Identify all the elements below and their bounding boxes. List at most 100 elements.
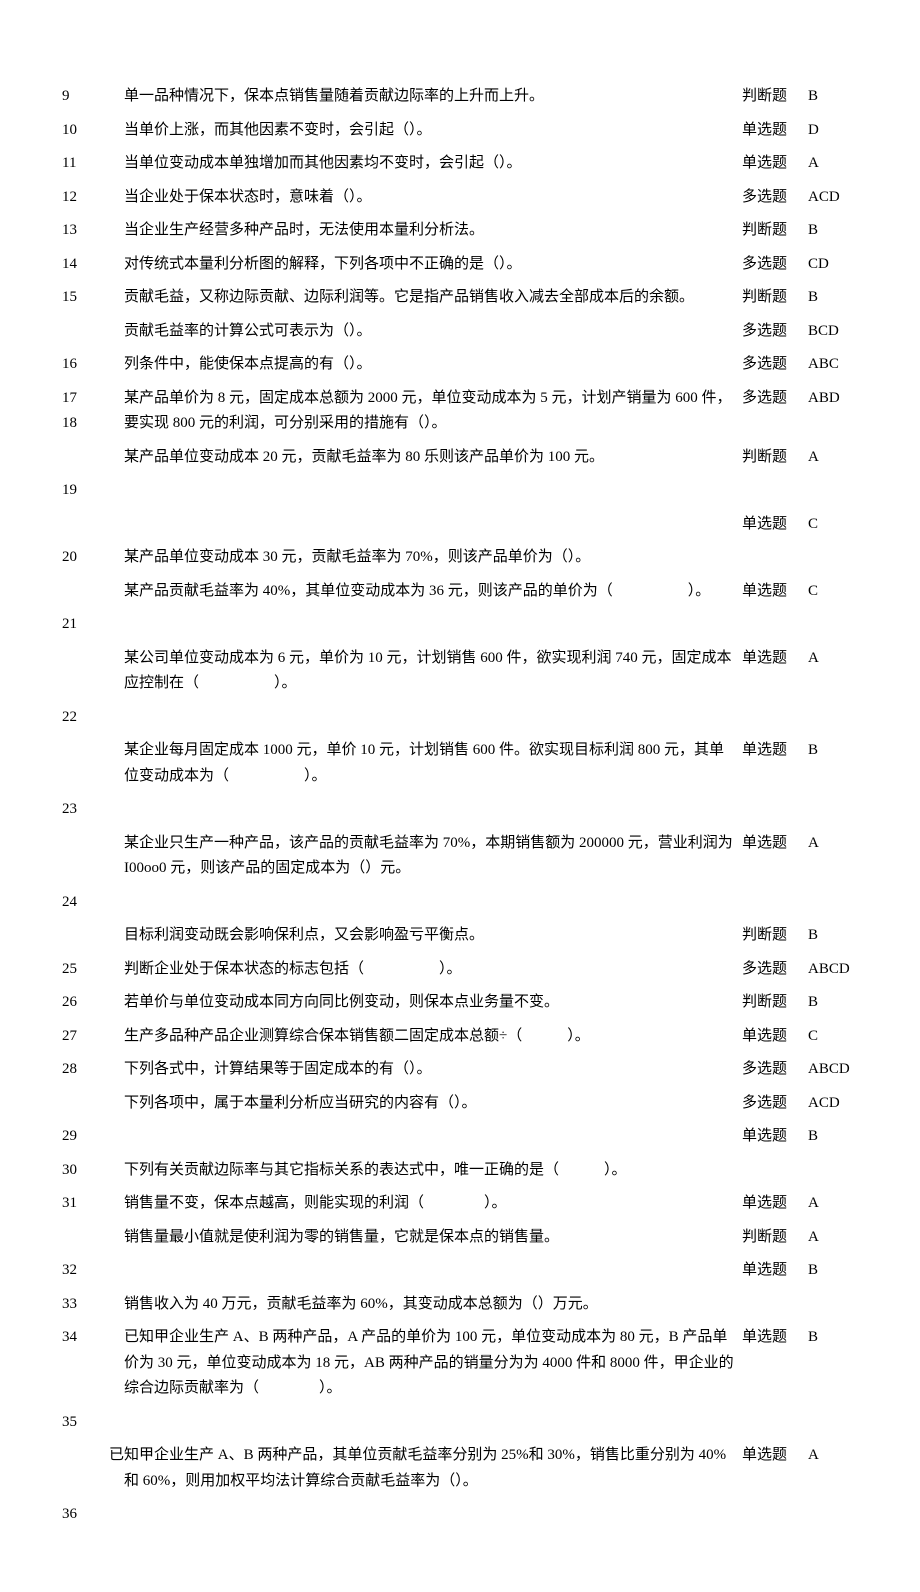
question-text xyxy=(122,474,740,508)
row-number xyxy=(60,575,122,609)
table-row: 24 xyxy=(60,886,860,920)
question-text: 某产品贡献毛益率为 40%，其单位变动成本为 36 元，则该产品的单价为（ ）。 xyxy=(122,575,740,609)
question-text: 某公司单位变动成本为 6 元，单价为 10 元，计划销售 600 件，欲实现利润… xyxy=(122,642,740,701)
question-text: 对传统式本量利分析图的解释，下列各项中不正确的是（）。 xyxy=(122,248,740,282)
table-row: 22 xyxy=(60,701,860,735)
answer xyxy=(806,886,860,920)
answer: B xyxy=(806,734,860,793)
question-type xyxy=(740,1498,806,1532)
question-type: 多选题 xyxy=(740,181,806,215)
answer: B xyxy=(806,80,860,114)
question-type: 单选题 xyxy=(740,1439,806,1498)
row-number: 19 xyxy=(60,474,122,508)
question-text xyxy=(122,508,740,542)
table-row: 某产品贡献毛益率为 40%，其单位变动成本为 36 元，则该产品的单价为（ ）。… xyxy=(60,575,860,609)
answer: C xyxy=(806,1020,860,1054)
answer xyxy=(806,608,860,642)
question-type: 多选题 xyxy=(740,348,806,382)
answer: A xyxy=(806,1221,860,1255)
table-row: 19 xyxy=(60,474,860,508)
question-type: 判断题 xyxy=(740,986,806,1020)
answer xyxy=(806,793,860,827)
question-text xyxy=(122,608,740,642)
row-number: 15 xyxy=(60,281,122,315)
question-type: 判断题 xyxy=(740,441,806,475)
table-row: 28下列各式中，计算结果等于固定成本的有（）。多选题ABCD xyxy=(60,1053,860,1087)
answer: A xyxy=(806,1187,860,1221)
question-text: 单一品种情况下，保本点销售量随着贡献边际率的上升而上升。 xyxy=(122,80,740,114)
answer: ACD xyxy=(806,1087,860,1121)
question-text xyxy=(122,1254,740,1288)
question-text: 已知甲企业生产 A、B 两种产品，其单位贡献毛益率分别为 25%和 30%，销售… xyxy=(122,1439,740,1498)
question-text xyxy=(122,1498,740,1532)
question-type: 判断题 xyxy=(740,281,806,315)
answer: A xyxy=(806,1439,860,1498)
question-text: 当企业生产经营多种产品时，无法使用本量利分析法。 xyxy=(122,214,740,248)
row-number: 9 xyxy=(60,80,122,114)
table-row: 单选题C xyxy=(60,508,860,542)
answer: B xyxy=(806,1321,860,1406)
row-number: 32 xyxy=(60,1254,122,1288)
answer: CD xyxy=(806,248,860,282)
table-row: 34已知甲企业生产 A、B 两种产品，A 产品的单价为 100 元，单位变动成本… xyxy=(60,1321,860,1406)
table-row: 35 xyxy=(60,1406,860,1440)
table-row: 销售量最小值就是使利润为零的销售量，它就是保本点的销售量。判断题A xyxy=(60,1221,860,1255)
question-type: 判断题 xyxy=(740,80,806,114)
question-type: 单选题 xyxy=(740,827,806,886)
row-number: 23 xyxy=(60,793,122,827)
question-type: 单选题 xyxy=(740,642,806,701)
table-row: 25判断企业处于保本状态的标志包括（ ）。多选题ABCD xyxy=(60,953,860,987)
row-number-label: 18 xyxy=(62,411,120,437)
row-number xyxy=(60,441,122,475)
answer xyxy=(806,541,860,575)
answer: D xyxy=(806,114,860,148)
answer: B xyxy=(806,214,860,248)
table-row: 某产品单位变动成本 20 元，贡献毛益率为 80 乐则该产品单价为 100 元。… xyxy=(60,441,860,475)
row-number: 30 xyxy=(60,1154,122,1188)
table-row: 目标利润变动既会影响保利点，又会影响盈亏平衡点。判断题B xyxy=(60,919,860,953)
question-type: 单选题 xyxy=(740,1120,806,1154)
row-number: 16 xyxy=(60,348,122,382)
answer: ABCD xyxy=(806,1053,860,1087)
question-type: 单选题 xyxy=(740,114,806,148)
question-text: 当企业处于保本状态时，意味着（）。 xyxy=(122,181,740,215)
answer: B xyxy=(806,1254,860,1288)
table-row: 13当企业生产经营多种产品时，无法使用本量利分析法。判断题B xyxy=(60,214,860,248)
row-number: 35 xyxy=(60,1406,122,1440)
question-type xyxy=(740,793,806,827)
table-row: 23 xyxy=(60,793,860,827)
row-number: 31 xyxy=(60,1187,122,1221)
answer: C xyxy=(806,508,860,542)
question-text xyxy=(122,886,740,920)
question-text: 销售量不变，保本点越高，则能实现的利润（ ）。 xyxy=(122,1187,740,1221)
table-row: 已知甲企业生产 A、B 两种产品，其单位贡献毛益率分别为 25%和 30%，销售… xyxy=(60,1439,860,1498)
answer: ACD xyxy=(806,181,860,215)
row-number: 29 xyxy=(60,1120,122,1154)
question-text xyxy=(122,1120,740,1154)
question-type: 多选题 xyxy=(740,382,806,441)
table-row: 10当单价上涨，而其他因素不变时，会引起（）。单选题D xyxy=(60,114,860,148)
table-row: 14对传统式本量利分析图的解释，下列各项中不正确的是（）。多选题CD xyxy=(60,248,860,282)
question-text: 下列有关贡献边际率与其它指标关系的表达式中，唯一正确的是（ ）。 xyxy=(122,1154,740,1188)
question-text xyxy=(122,701,740,735)
row-number: 25 xyxy=(60,953,122,987)
question-type xyxy=(740,886,806,920)
question-type xyxy=(740,1154,806,1188)
question-type xyxy=(740,474,806,508)
question-text: 若单价与单位变动成本同方向同比例变动，则保本点业务量不变。 xyxy=(122,986,740,1020)
answer: A xyxy=(806,441,860,475)
table-row: 32单选题B xyxy=(60,1254,860,1288)
table-row: 某企业只生产一种产品，该产品的贡献毛益率为 70%，本期销售额为 200000 … xyxy=(60,827,860,886)
table-row: 26若单价与单位变动成本同方向同比例变动，则保本点业务量不变。判断题B xyxy=(60,986,860,1020)
question-type: 单选题 xyxy=(740,1020,806,1054)
question-text xyxy=(122,793,740,827)
question-type: 多选题 xyxy=(740,1053,806,1087)
question-text: 某企业每月固定成本 1000 元，单价 10 元，计划销售 600 件。欲实现目… xyxy=(122,734,740,793)
question-type: 单选题 xyxy=(740,734,806,793)
table-row: 12当企业处于保本状态时，意味着（）。多选题ACD xyxy=(60,181,860,215)
question-table: 9单一品种情况下，保本点销售量随着贡献边际率的上升而上升。判断题B10当单价上涨… xyxy=(60,80,860,1532)
row-number xyxy=(60,315,122,349)
question-type: 多选题 xyxy=(740,1087,806,1121)
question-text: 某产品单价为 8 元，固定成本总额为 2000 元，单位变动成本为 5 元，计划… xyxy=(122,382,740,441)
row-number xyxy=(60,827,122,886)
